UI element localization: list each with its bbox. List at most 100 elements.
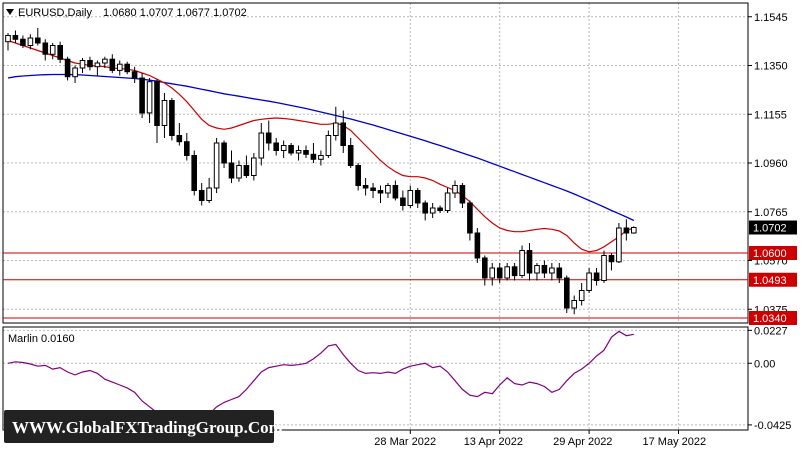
candle <box>117 60 123 76</box>
candle <box>12 30 19 43</box>
candle <box>534 263 540 281</box>
candle-body <box>541 265 548 274</box>
candle-body <box>325 135 332 156</box>
level-tag: 1.0600 <box>753 248 787 260</box>
candle <box>176 123 183 146</box>
candle-body <box>340 122 346 146</box>
candle-body <box>303 150 309 155</box>
candle-body <box>608 255 615 263</box>
indicator-label: Marlin 0.0160 <box>8 333 75 345</box>
ohlc-readout: 1.0680 1.0707 1.0677 1.0702 <box>103 7 247 19</box>
candle-body <box>169 100 175 136</box>
price-tick-label: 1.0765 <box>754 207 788 219</box>
candle-body <box>57 45 64 60</box>
candle-body <box>87 60 93 68</box>
candle-body <box>601 255 607 281</box>
time-tick-label: 13 Apr 2022 <box>464 436 523 448</box>
candle-body <box>377 190 384 194</box>
candle-body <box>243 165 250 176</box>
watermark: WWW.GlobalFXTradingGroup.Com <box>12 418 283 437</box>
candle-body <box>154 81 160 126</box>
candle-body <box>288 145 294 154</box>
level-tag-bg <box>749 311 797 325</box>
time-tick-label: 17 May 2022 <box>643 436 707 448</box>
level-tag-bg <box>749 272 797 287</box>
candle <box>549 263 555 281</box>
candle <box>27 34 34 50</box>
candle <box>429 203 436 218</box>
candle-body <box>459 185 466 204</box>
candle-body <box>109 58 116 71</box>
candle-body <box>586 272 592 291</box>
current-price-tag-bg <box>749 220 797 235</box>
ma-slow-line <box>7 73 635 222</box>
candle-body <box>414 190 421 204</box>
candle <box>504 263 510 281</box>
candle <box>109 54 116 73</box>
marlin-line <box>7 330 634 427</box>
candle <box>146 78 153 123</box>
candle-body <box>35 37 41 44</box>
symbol-timeframe: EURUSD,Daily <box>18 7 92 19</box>
candle <box>511 263 518 281</box>
candle-body <box>206 187 212 201</box>
candle-body <box>161 100 168 126</box>
price-tick-label: 1.0960 <box>754 158 788 170</box>
candle-body <box>280 145 287 151</box>
candle-body <box>5 35 11 43</box>
candle <box>347 138 354 168</box>
candle <box>519 245 525 278</box>
candle-body <box>489 267 495 279</box>
candle <box>601 250 607 283</box>
candle <box>392 180 399 201</box>
candle <box>489 263 495 286</box>
level-tag: 1.0340 <box>753 313 787 325</box>
candle <box>407 185 414 208</box>
candle <box>72 65 78 83</box>
candle <box>593 268 600 286</box>
candle-body <box>564 277 570 309</box>
candle-body <box>631 227 637 234</box>
candle <box>564 275 570 313</box>
time-tick-label: 28 Mar 2022 <box>374 436 436 448</box>
candle-body <box>452 185 458 194</box>
candle <box>414 188 421 208</box>
candle <box>467 200 473 241</box>
candle-body <box>571 300 578 309</box>
candle <box>57 41 64 63</box>
candle <box>228 150 235 183</box>
candle <box>87 56 93 71</box>
candle-body <box>49 45 56 55</box>
candle-body <box>578 290 585 301</box>
price-tags: 1.0600 1.0493 1.0340 1.0702 <box>749 220 797 325</box>
candle-body <box>20 38 26 46</box>
current-price-tag: 1.0702 <box>753 223 787 235</box>
candle <box>459 183 466 208</box>
candle <box>243 155 250 178</box>
candle <box>571 295 578 315</box>
candle-body <box>616 227 622 263</box>
candle <box>184 133 190 161</box>
candle <box>437 205 443 213</box>
candle <box>623 219 630 241</box>
candle <box>206 178 212 203</box>
price-tick-label: 1.1155 <box>754 109 787 121</box>
candle-body <box>146 81 153 114</box>
candle-body <box>236 165 242 179</box>
candle <box>482 255 488 286</box>
candle-body <box>198 190 205 201</box>
candle <box>258 123 265 166</box>
candle <box>526 243 533 281</box>
candle-body <box>42 42 49 55</box>
candle-body <box>474 232 481 259</box>
candle <box>318 150 324 166</box>
candle-body <box>370 187 376 191</box>
candle-body <box>176 135 183 143</box>
collapse-triangle-icon[interactable] <box>6 9 14 15</box>
candle <box>608 253 615 271</box>
candle-body <box>184 141 190 156</box>
candle <box>139 73 145 118</box>
candle-body <box>72 67 78 78</box>
indicator-tick-label: -0.0425 <box>754 420 791 432</box>
candle-body <box>251 157 257 176</box>
